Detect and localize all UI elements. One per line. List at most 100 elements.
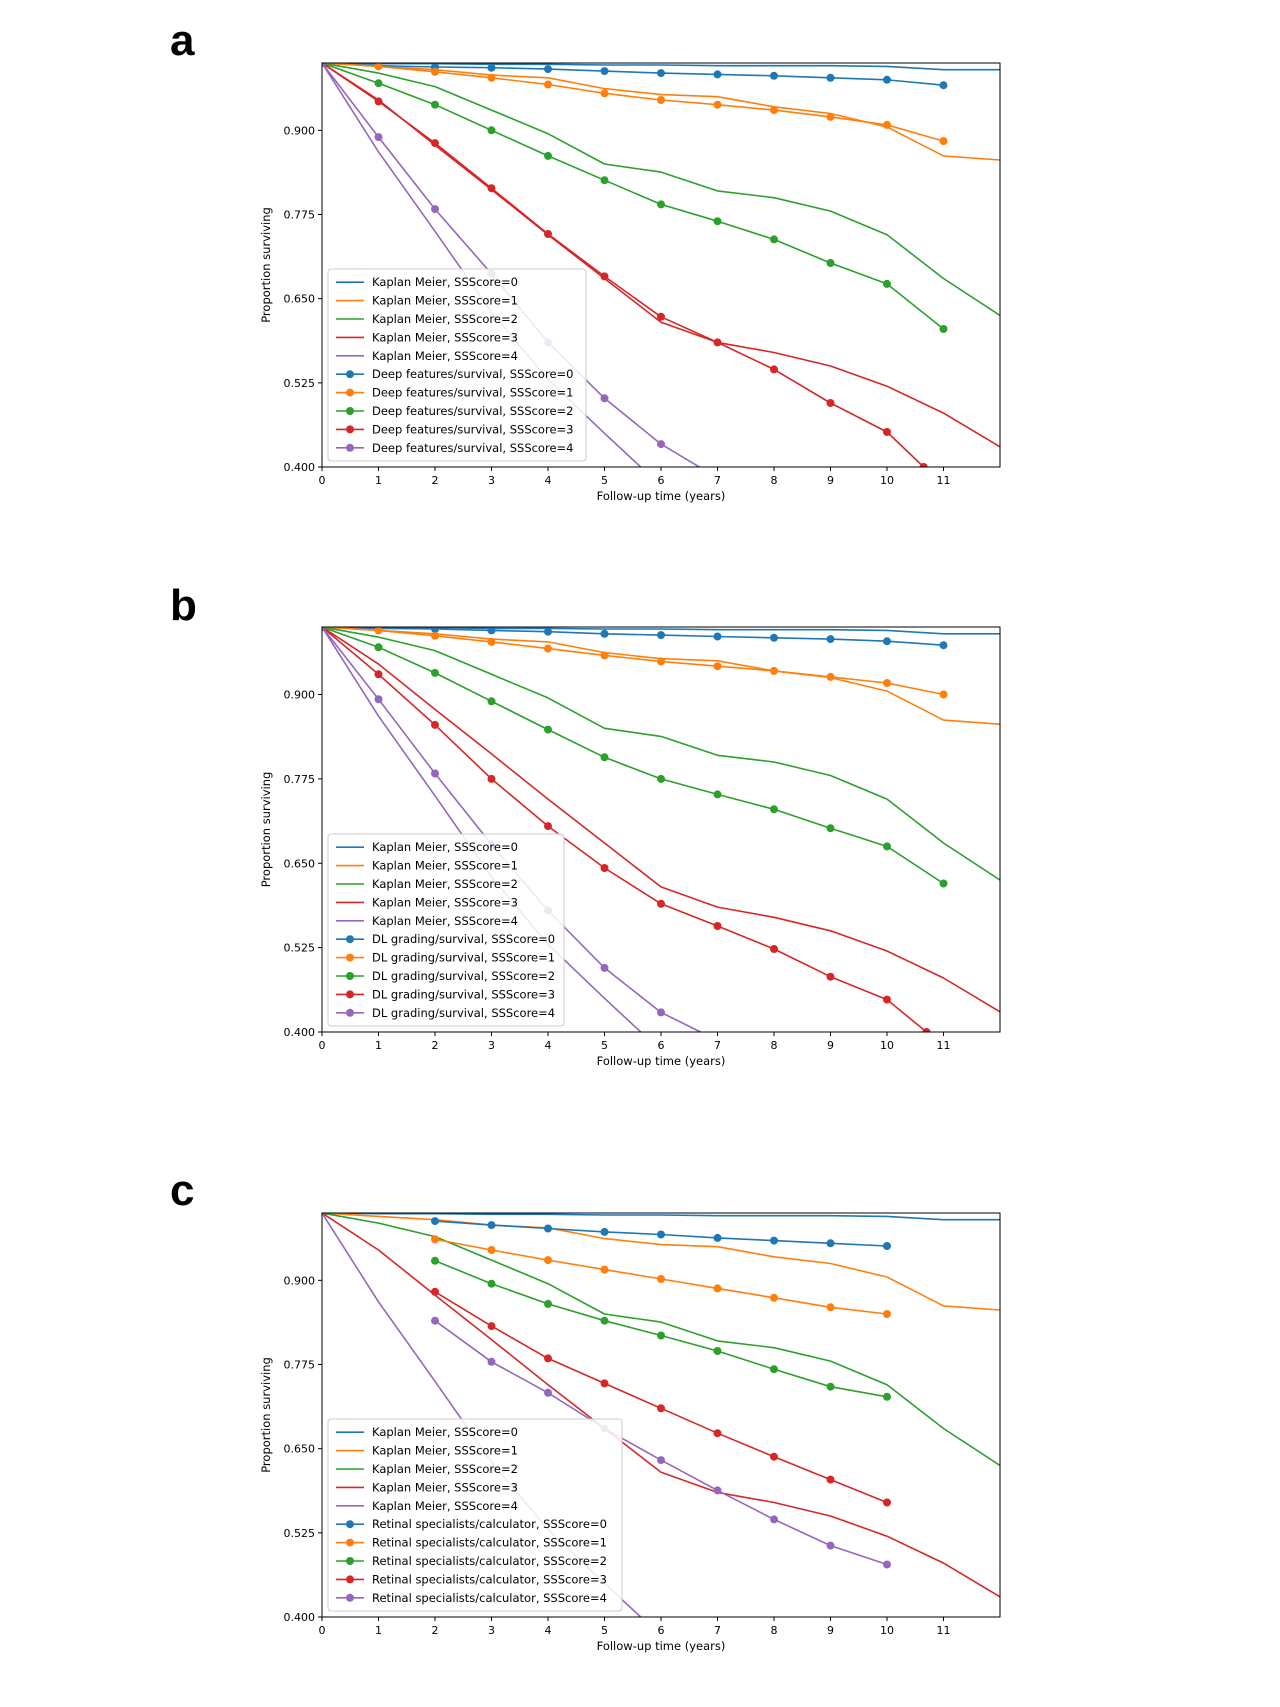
x-tick-label: 11 [937,1624,951,1637]
data-point [883,428,891,436]
data-point [770,1452,778,1461]
y-tick-label: 0.900 [284,124,316,137]
legend-swatch-marker [346,1008,354,1017]
data-point [600,1379,609,1388]
series-line [322,63,944,142]
legend-entry-label: Kaplan Meier, SSScore=1 [372,1444,518,1458]
data-point [883,679,891,687]
data-point [487,697,496,706]
legend-swatch-marker [346,388,354,397]
legend-entry-label: Kaplan Meier, SSScore=1 [372,859,518,873]
data-point [713,632,722,641]
data-point [883,1560,891,1569]
data-point [939,690,948,699]
data-point [657,1230,665,1239]
legend-entry-label: Retinal specialists/calculator, SSScore=… [372,1554,607,1568]
series-line [322,627,928,1032]
data-point [431,1235,439,1244]
data-point [600,963,609,972]
data-point [713,1233,722,1242]
legend-box [327,1418,623,1612]
x-tick-label: 2 [432,474,439,487]
data-point [487,1246,496,1254]
data-point [544,1354,552,1363]
legend-swatch-marker [346,1538,354,1547]
y-tick-label: 0.400 [284,1026,316,1039]
data-point [713,1284,722,1293]
data-point [826,259,835,267]
series-line [322,63,925,467]
data-point [883,1242,891,1250]
x-tick-label: 0 [319,1624,326,1637]
x-tick-label: 9 [827,1624,834,1637]
x-tick-label: 4 [545,1039,552,1052]
data-point [374,627,383,635]
data-point [826,635,835,644]
data-point [939,81,948,90]
legend-entry-label: Kaplan Meier, SSScore=3 [372,895,518,909]
legend: Kaplan Meier, SSScore=0 Kaplan Meier, SSS… [327,833,565,1027]
x-tick-label: 6 [658,1624,665,1637]
x-tick-label: 6 [658,1039,665,1052]
data-point [431,1256,439,1265]
data-point [544,644,552,653]
chart-panel-a: a 0 1 2 3 4 5 6 7 8 9 10 11 0.400 0.525 0.650 0.775 0.900… [170,16,1001,503]
x-tick-label: 5 [601,1624,608,1637]
x-tick-label: 7 [714,1624,721,1637]
data-point [431,1217,439,1226]
x-tick-label: 3 [488,1039,495,1052]
y-axis-label: Proportion surviving [259,1357,273,1473]
data-point [713,662,722,671]
data-point [826,112,835,121]
data-point [826,1303,835,1312]
data-point [657,1008,665,1017]
data-point [883,120,891,129]
data-point [713,217,722,226]
data-point [544,725,552,734]
data-point [826,1239,835,1248]
data-point [431,627,439,633]
y-tick-label: 0.775 [284,773,316,786]
data-point [713,790,722,799]
data-point [770,365,778,374]
data-point [487,1279,496,1288]
data-point [600,651,609,660]
data-point [431,631,439,640]
data-point [770,805,778,814]
data-point [770,1236,778,1245]
data-point [431,668,439,677]
x-axis-label: Follow-up time (years) [597,1054,726,1068]
legend-swatch-marker [346,935,354,944]
x-tick-label: 7 [714,474,721,487]
x-tick-label: 10 [880,1039,894,1052]
x-tick-label: 5 [601,474,608,487]
x-tick-label: 3 [488,474,495,487]
data-point [657,200,665,209]
series-line [322,627,944,696]
data-point [431,720,439,729]
legend-entry-label: Kaplan Meier, SSScore=4 [372,914,518,928]
legend-entry-label: Retinal specialists/calculator, SSScore=… [372,1572,607,1586]
data-point [883,1392,891,1401]
data-point [657,657,665,666]
data-point [826,73,835,82]
legend-entry-label: DL grading/survival, SSScore=4 [372,1006,555,1020]
data-point [826,1475,835,1484]
x-tick-label: 4 [545,474,552,487]
data-point [939,137,948,146]
data-point [544,1299,552,1308]
chart-panel-c: c 0 1 2 3 4 5 6 7 8 9 10 11 0.400 0.525 0.650 0.775 0.900… [170,1166,1001,1653]
series-line [322,1213,1000,1311]
x-tick-label: 1 [375,1039,382,1052]
data-point [826,1541,835,1550]
legend-entry-label: Kaplan Meier, SSScore=2 [372,1462,518,1476]
data-point [657,1275,665,1283]
data-point [374,133,383,142]
data-point [544,80,552,89]
series-line [322,63,1000,161]
legend-entry-label: Kaplan Meier, SSScore=2 [372,312,518,326]
data-point [544,65,552,74]
y-tick-label: 0.650 [284,1443,316,1456]
legend-entry-label: Retinal specialists/calculator, SSScore=… [372,1591,607,1605]
